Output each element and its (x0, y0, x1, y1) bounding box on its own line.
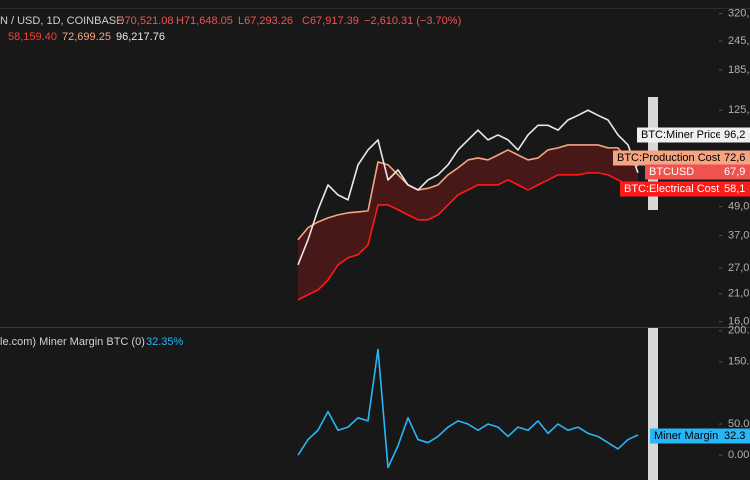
price-tag-box (637, 127, 720, 143)
cost-band-fill (298, 144, 638, 300)
indicator-value: 96,217.76 (116, 31, 165, 43)
price-tag-label: Miner Margin (654, 430, 718, 442)
indicator-value: 72,699.25 (62, 31, 111, 43)
symbol: N / USD, 1D, COINBASE (0, 15, 123, 27)
y-tick-label: 245, (728, 35, 749, 47)
price-tag-box (613, 150, 720, 166)
series-line (297, 109, 639, 266)
price-tag-label: BTC:Electrical Cost (624, 183, 719, 195)
price-tag-box (645, 164, 720, 180)
price-tag-box (650, 428, 720, 444)
price-tag-value: 96,2 (724, 129, 745, 141)
y-tick-label: 49,0 (728, 200, 749, 212)
y-tick-label: 50.00 (728, 418, 750, 430)
y-tick-label: 16,0 (728, 316, 749, 328)
y-tick-label: 150. (728, 356, 749, 368)
price-tag-value-box (720, 127, 750, 143)
y-tick-label: 320, (728, 7, 749, 19)
y-tick-label: 185, (728, 64, 749, 76)
ohlc-close: C67,917.39 (302, 15, 359, 27)
price-tag-value: 67,9 (724, 166, 745, 178)
cursor-highlight (648, 328, 658, 480)
y-tick-label: 125, (728, 104, 749, 116)
price-tag-label: BTCUSD (649, 166, 694, 178)
price-tag-value-box (720, 164, 750, 180)
y-tick-label: 37,0 (728, 229, 749, 241)
price-tag-box (620, 181, 720, 197)
price-tag-value-box (720, 428, 750, 444)
ohlc-high: H71,648.05 (176, 15, 233, 27)
price-tag-value-box (720, 150, 750, 166)
series-line (297, 172, 639, 301)
price-tag-label: BTC:Miner Price (641, 129, 722, 141)
series-line (297, 144, 639, 241)
indicator-value: 58,159.40 (8, 31, 57, 43)
y-tick-label: 0.00 (728, 449, 749, 461)
y-tick-label: 27,0 (728, 262, 749, 274)
pane-title-value: 32.35% (146, 336, 184, 348)
ohlc-change: −2,610.31 (−3.70%) (364, 15, 461, 27)
ohlc-open: O70,521.08 (116, 15, 174, 27)
price-tag-value-box (720, 181, 750, 197)
price-tag-value: 72,6 (724, 152, 745, 164)
y-tick-label: 200. (728, 325, 749, 337)
price-tag-label: BTC:Production Cost (617, 152, 720, 164)
price-tag-value: 32.3 (724, 430, 745, 442)
pane-title: le.com) Miner Margin BTC (0) (0, 336, 145, 348)
y-tick-label: 21,0 (728, 288, 749, 300)
price-tag-value: 58,1 (724, 183, 745, 195)
ohlc-low: L67,293.26 (238, 15, 293, 27)
series-line (297, 348, 639, 469)
